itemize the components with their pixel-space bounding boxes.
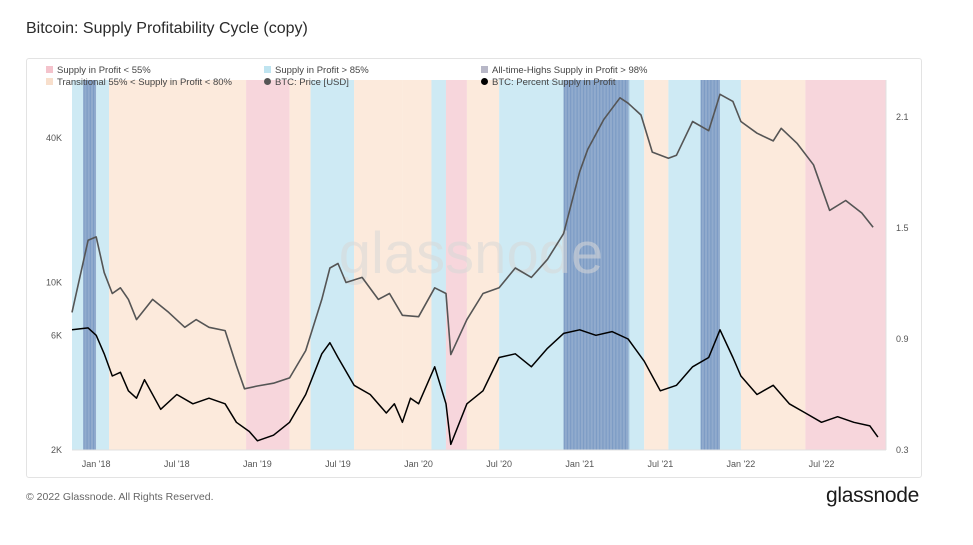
legend-label[interactable]: Supply in Profit < 55% [57,65,151,76]
regime-band-profit [310,80,355,450]
regime-bands [72,80,886,450]
x-tick-label: Jul '20 [486,459,512,469]
regime-band-profit [72,80,84,450]
ath-stripe [563,80,565,450]
ath-stripe [566,80,569,450]
ath-stripe [579,80,581,450]
y-right-tick-label: 1.5 [896,223,909,233]
ath-stripe [713,80,715,450]
ath-stripe [576,80,578,450]
regime-band-transitional [402,80,432,450]
x-tick-label: Jan '18 [82,459,111,469]
legend-swatch [46,66,53,73]
x-tick-label: Jul '21 [647,459,673,469]
ath-stripe [86,80,88,450]
legend-label[interactable]: Supply in Profit > 85% [275,65,369,76]
ath-stripe [716,80,718,450]
ath-stripe [592,80,594,450]
ath-stripe [595,80,598,450]
x-tick-label: Jul '22 [809,459,835,469]
ath-stripe [621,80,623,450]
legend: Supply in Profit < 55% Supply in Profit >… [46,65,648,88]
x-tick-label: Jul '19 [325,459,351,469]
y-left-axis-ticks: 2K 6K 10K 40K [46,133,62,455]
legend-swatch [481,66,488,73]
x-tick-label: Jul '18 [164,459,190,469]
regime-band-loss [246,80,290,450]
ath-stripe [615,80,617,450]
regime-band-transitional [644,80,669,450]
ath-stripe [618,80,620,450]
ath-stripe [92,80,95,450]
x-tick-label: Jan '20 [404,459,433,469]
legend-swatch [264,78,271,85]
regime-band-transitional [466,80,500,450]
legend-label[interactable]: BTC: Price [USD] [275,77,349,88]
regime-band-profit [628,80,645,450]
ath-stripe [611,80,614,450]
glassnode-logo: glassnode [825,484,919,507]
ath-stripe [703,80,706,450]
regime-band-profit [499,80,564,450]
ath-stripe [589,80,591,450]
regime-band-profit [668,80,701,450]
legend-label[interactable]: BTC: Percent Supply in Profit [492,77,616,88]
regime-band-transitional [289,80,311,450]
ath-stripe [624,80,627,450]
copyright-text: © 2022 Glassnode. All Rights Reserved. [26,491,214,503]
y-right-tick-label: 0.3 [896,445,909,455]
legend-label[interactable]: All-time-Highs Supply in Profit > 98% [492,65,648,76]
y-left-tick-label: 6K [51,331,62,341]
ath-stripe [628,80,630,450]
regime-band-profit [719,80,741,450]
y-right-tick-label: 2.1 [896,112,909,122]
x-axis-ticks: Jan '18 Jul '18 Jan '19 Jul '19 Jan '20 Jul '… [82,459,835,469]
ath-stripe [700,80,702,450]
ath-stripe [582,80,585,450]
supply-profitability-chart: glassnode Supply in Profit < 55% Supply i… [46,65,909,469]
regime-band-loss [805,80,886,450]
y-left-tick-label: 10K [46,278,62,288]
series-lines [71,93,879,446]
x-tick-label: Jan '22 [727,459,756,469]
ath-stripe [586,80,588,450]
ath-stripe [573,80,575,450]
ath-stripe [710,80,712,450]
ath-stripe [570,80,572,450]
ath-stripe [89,80,91,450]
chart-title: Bitcoin: Supply Profitability Cycle (cop… [26,20,308,37]
percent-supply-line [71,327,879,446]
regime-band-transitional [354,80,403,450]
ath-stripe [599,80,601,450]
legend-swatch [264,66,271,73]
ath-stripe [707,80,709,450]
y-right-axis-ticks: 0.3 0.9 1.5 2.1 [896,112,909,455]
y-right-tick-label: 0.9 [896,334,909,344]
regime-band-profit [431,80,446,450]
ath-stripe [605,80,607,450]
regime-band-transitional [740,80,806,450]
ath-stripe [83,80,85,450]
ath-stripe [602,80,604,450]
ath-stripe [608,80,610,450]
legend-swatch [481,78,488,85]
x-tick-label: Jan '21 [565,459,594,469]
regime-band-loss [445,80,467,450]
watermark: glassnode [339,221,603,286]
y-left-tick-label: 40K [46,133,62,143]
x-tick-label: Jan '19 [243,459,272,469]
regime-band-transitional [109,80,247,450]
legend-swatch [46,78,53,85]
btc-price-line [71,93,874,390]
legend-label[interactable]: Transitional 55% < Supply in Profit < 80… [57,77,233,88]
y-left-tick-label: 2K [51,445,62,455]
